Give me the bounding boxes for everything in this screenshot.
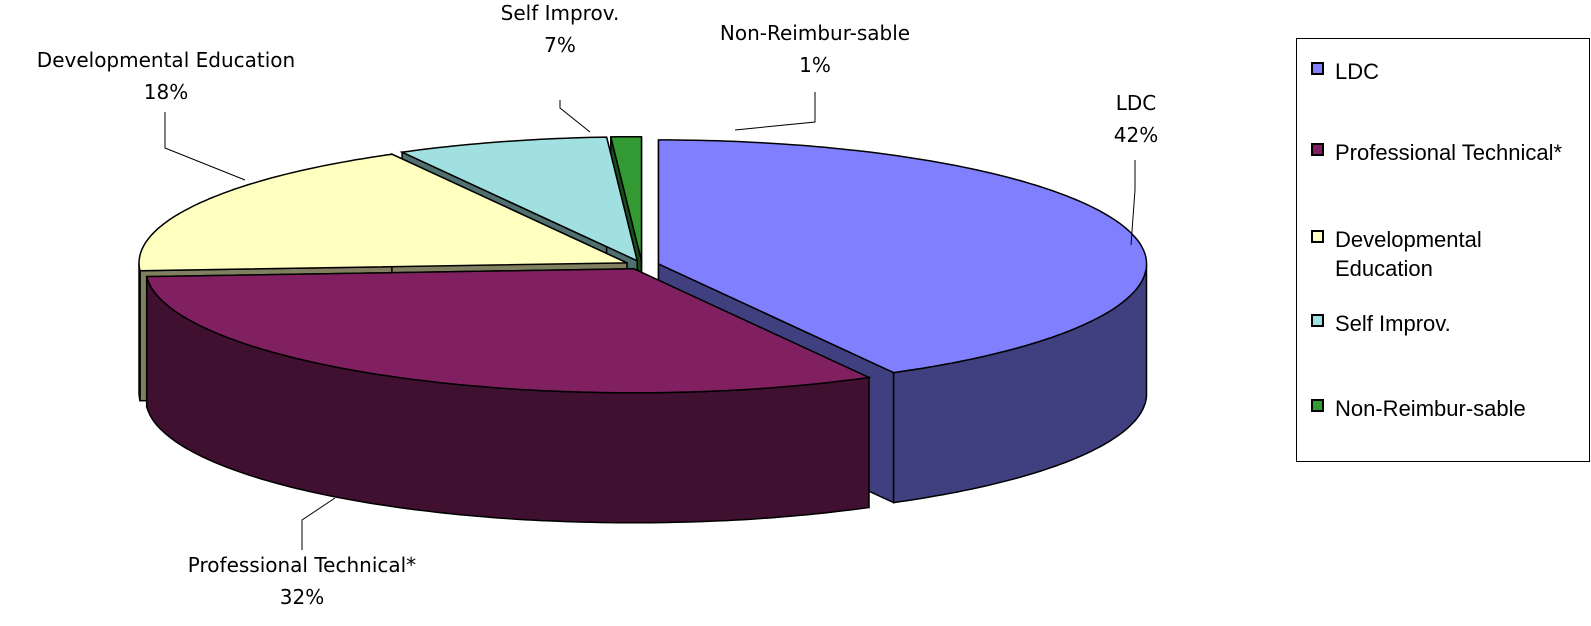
leader-line [1130,160,1136,246]
leader-line [559,100,591,133]
data-label-name: Developmental Education [37,48,295,72]
legend-swatch [1311,62,1324,75]
legend-swatch [1311,230,1324,243]
legend-swatch [1311,314,1324,327]
leader-line [301,497,336,550]
legend-label: Self Improv. [1335,311,1451,336]
slice-top [145,268,872,394]
data-label-value: 1% [799,53,831,77]
legend-label: Professional Technical* [1335,140,1563,165]
data-label-value: 42% [1114,123,1158,147]
slice [145,267,872,524]
slice-top [399,136,639,263]
leader-line [734,92,816,131]
legend-swatch [1311,399,1324,412]
data-label-name: Self Improv. [501,1,620,25]
data-label-name: Professional Technical* [188,553,416,577]
legend-entry: Professional Technical* [1311,138,1581,167]
legend: LDC Professional Technical* Developmental … [1296,38,1590,462]
legend-label: Non-Reimbur-sable [1335,396,1526,421]
data-label-name: Non-Reimbur-sable [720,21,910,45]
data-label-value: 32% [280,585,324,609]
slice-top [138,153,628,272]
leader-line [164,112,246,181]
data-label-value: 18% [144,80,188,104]
data-label-value: 7% [544,33,576,57]
legend-entry: Developmental Education [1311,225,1581,283]
legend-entry: LDC [1311,57,1581,86]
legend-label: Developmental Education [1335,227,1482,281]
legend-label: LDC [1335,59,1380,84]
legend-entry: Non-Reimbur-sable [1311,394,1581,423]
legend-swatch [1311,143,1324,156]
slice-top [609,135,643,261]
data-label-name: LDC [1116,91,1157,115]
legend-entry: Self Improv. [1311,309,1581,338]
slice-top [657,139,1148,374]
slice-wall [138,262,141,401]
